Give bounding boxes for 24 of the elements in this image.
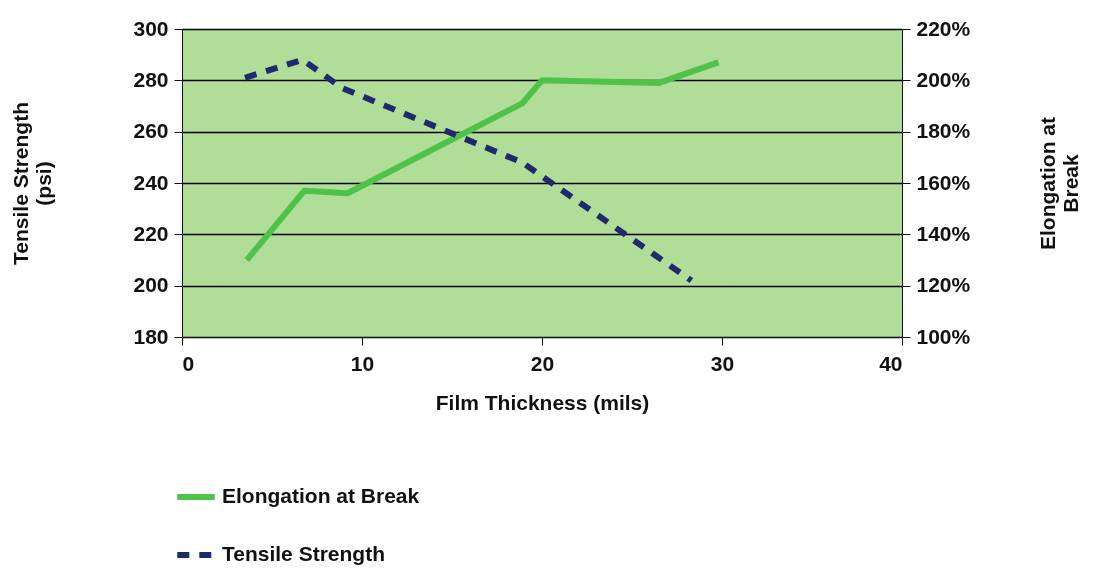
x-tick-label: 30: [710, 351, 735, 375]
legend-label: Elongation at Break: [222, 484, 420, 507]
y-tick-label: 180: [133, 324, 169, 348]
y-axis-title: Tensile Strength (psi): [9, 102, 56, 265]
x-tick-label: 40: [879, 351, 903, 375]
y2-tick-label: 160%: [916, 170, 971, 194]
x-tick-label: 0: [182, 351, 195, 375]
y-tick-label: 200: [133, 273, 169, 297]
y2-tick-label: 100%: [916, 324, 971, 348]
y-tick-label: 260: [133, 119, 169, 143]
y2-tick-label: 140%: [916, 221, 971, 245]
y-tick-label: 220: [133, 221, 169, 245]
y-tick-label: 240: [133, 170, 169, 194]
y-tick-label: 300: [133, 16, 169, 40]
legend-label: Tensile Strength: [222, 542, 385, 565]
y2-tick-label: 220%: [916, 16, 971, 40]
x-axis-title: Film Thickness (mils): [435, 390, 650, 414]
x-tick-label: 10: [350, 351, 375, 375]
y2-tick-label: 120%: [916, 273, 971, 297]
y2-tick-label: 180%: [916, 119, 971, 143]
y2-axis-title: Elongation at Break: [1036, 117, 1083, 250]
x-tick-label: 20: [530, 351, 555, 375]
y2-tick-label: 200%: [916, 67, 971, 91]
y-tick-label: 280: [133, 67, 169, 91]
